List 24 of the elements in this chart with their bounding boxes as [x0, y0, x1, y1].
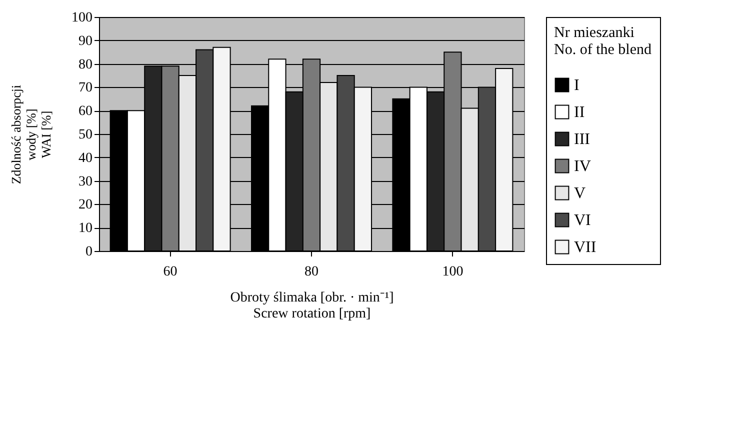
y-tick-label: 20: [78, 198, 92, 213]
x-tick-label: 100: [442, 264, 464, 280]
legend-label: II: [574, 104, 585, 121]
y-tick-label: 0: [86, 244, 92, 260]
x-tick-label: 80: [304, 264, 318, 280]
y-tick-label: 100: [72, 10, 92, 26]
y-axis-title: Zdolność absorpcji wody [%] WAI [%]: [8, 84, 54, 184]
legend-title: Nr mieszanki No. of the blend: [554, 25, 652, 58]
x-axis-title: Obroty ślimaka [obr. · min⁻¹] Screw rotation [rpm]: [230, 290, 394, 322]
legend-label: IV: [574, 158, 592, 175]
y-tick-label: 50: [78, 128, 92, 142]
y-tick-label: 30: [78, 174, 92, 190]
y-tick-label: 60: [78, 104, 92, 120]
legend-label: I: [574, 77, 580, 94]
y-tick-label: 10: [78, 221, 92, 236]
y-tick-label: 90: [78, 34, 92, 49]
legend-label: III: [574, 131, 590, 148]
y-tick-label: 40: [78, 150, 92, 166]
legend-label: VI: [574, 212, 591, 229]
x-tick-label: 60: [163, 264, 178, 280]
y-tick-label: 80: [78, 57, 92, 72]
y-tick-label: 70: [78, 80, 92, 96]
legend-label: VII: [574, 239, 596, 256]
legend-label: V: [574, 185, 586, 202]
